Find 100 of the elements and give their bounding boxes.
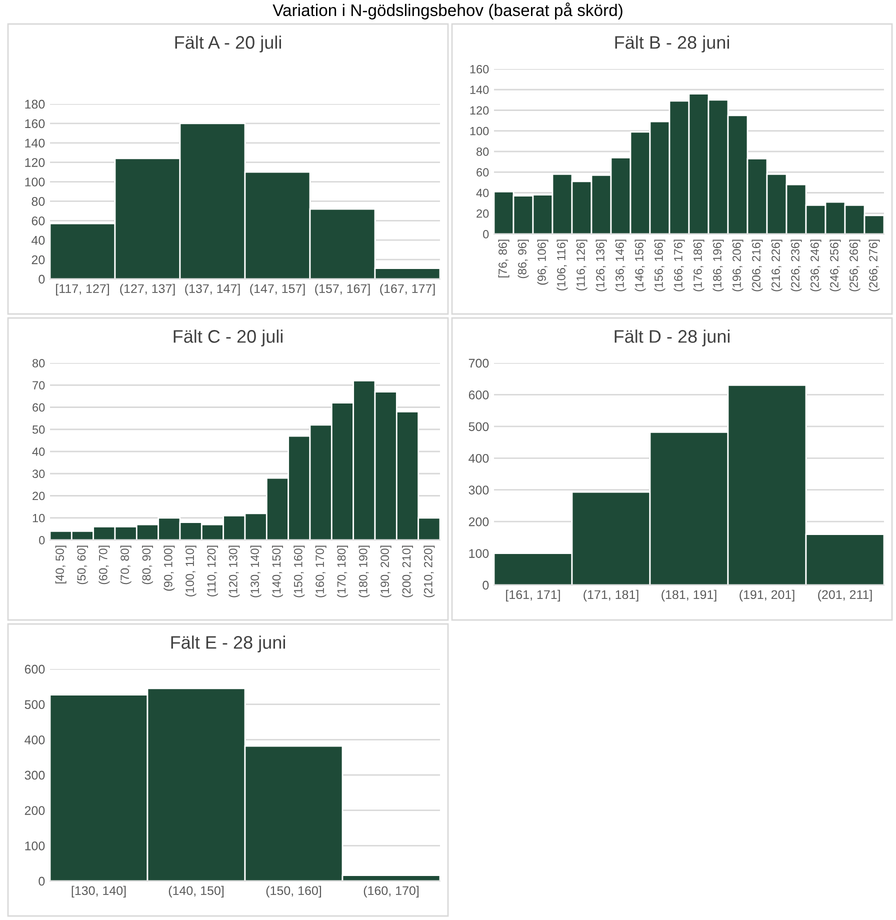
y-tick-label: 600 xyxy=(468,390,489,400)
y-tick-label: 700 xyxy=(468,358,489,368)
x-tick-label: (50, 60] xyxy=(77,546,88,584)
y-tick-label: 140 xyxy=(470,86,489,94)
x-tick-label: (170, 180] xyxy=(336,546,348,598)
x-tick-label: (126, 136] xyxy=(596,240,607,292)
x-tick-label: (90, 100] xyxy=(164,546,175,591)
y-tick-label: 60 xyxy=(32,216,45,226)
x-tick-label: (166, 176] xyxy=(674,240,685,292)
y-tick-label: 40 xyxy=(476,188,489,198)
y-tick-label: 600 xyxy=(24,664,45,674)
y-tick-label: 300 xyxy=(468,486,489,495)
x-tick-label: (150, 160] xyxy=(266,886,322,898)
x-tick-label: (120, 130] xyxy=(228,546,240,598)
y-tick-label: 100 xyxy=(25,178,45,186)
y-tick-label: 20 xyxy=(32,255,45,264)
x-tick-label: (100, 110] xyxy=(185,546,196,596)
y-tick-label: 160 xyxy=(470,65,489,74)
y-tick-label: 10 xyxy=(32,514,45,522)
y-tick-label: 400 xyxy=(468,454,489,463)
chart-title: Fält B - 28 juni xyxy=(615,36,729,52)
x-tick-label: (200, 210] xyxy=(402,546,414,598)
x-tick-label: (136, 146] xyxy=(615,240,626,292)
x-tick-label: (167, 177] xyxy=(380,284,435,296)
x-tick-label: (196, 206] xyxy=(732,240,744,292)
y-tick-label: 50 xyxy=(32,425,45,434)
x-tick-label: (236, 246] xyxy=(810,240,822,292)
x-tick-label: (171, 181] xyxy=(584,590,638,602)
chart-title: Fält C - 20 juli xyxy=(174,330,282,346)
x-tick-label: (140, 150] xyxy=(168,886,224,898)
x-tick-label: (140, 150] xyxy=(272,546,284,598)
chart-title: Fält E - 28 juni xyxy=(171,636,285,652)
y-tick-label: 30 xyxy=(32,470,45,478)
x-tick-label: (190, 200] xyxy=(380,546,392,598)
y-tick-label: 0 xyxy=(38,876,45,886)
x-tick-label: (186, 196] xyxy=(712,240,724,292)
y-tick-label: 400 xyxy=(24,735,45,744)
x-tick-label: (191, 201] xyxy=(740,590,794,602)
y-tick-label: 120 xyxy=(470,106,489,115)
x-tick-label: (116, 126] xyxy=(576,240,588,290)
y-tick-label: 180 xyxy=(25,100,45,109)
x-tick-label: (86, 96] xyxy=(518,240,529,278)
y-tick-label: 140 xyxy=(25,138,45,148)
y-tick-label: 80 xyxy=(476,148,489,156)
x-tick-label: [40, 50] xyxy=(55,546,66,584)
y-tick-label: 120 xyxy=(25,158,45,167)
chart-title: Fält D - 28 juni xyxy=(614,330,730,346)
x-tick-label: (180, 190] xyxy=(358,546,370,598)
x-tick-label: (160, 170] xyxy=(315,546,326,598)
x-tick-label: (160, 170] xyxy=(364,886,419,898)
x-tick-label: (256, 266] xyxy=(849,240,860,292)
text: Variation i N-gödslingsbehov (baserat på skörd) xyxy=(272,2,622,20)
x-tick-label: (157, 167] xyxy=(315,284,370,296)
x-tick-label: (150, 160] xyxy=(294,546,305,598)
x-tick-label: (201, 211] xyxy=(818,590,872,602)
y-tick-label: 100 xyxy=(470,126,489,136)
x-tick-label: (60, 70] xyxy=(98,546,110,584)
x-tick-label: [161, 171] xyxy=(506,590,560,602)
y-tick-label: 20 xyxy=(32,492,45,500)
y-tick-label: 200 xyxy=(468,517,489,526)
x-tick-label: (176, 186] xyxy=(693,240,704,292)
y-tick-label: 80 xyxy=(32,197,45,206)
y-tick-label: 500 xyxy=(24,700,45,709)
y-tick-label: 500 xyxy=(468,422,489,432)
x-tick-label: (181, 191] xyxy=(662,590,716,602)
y-tick-label: 0 xyxy=(38,274,45,284)
x-tick-label: (226, 236] xyxy=(790,240,802,292)
x-tick-label: (70, 80] xyxy=(120,546,132,584)
x-tick-label: (130, 140] xyxy=(250,546,262,598)
y-tick-label: 0 xyxy=(483,230,489,238)
x-tick-label: (110, 120] xyxy=(206,546,218,596)
x-tick-label: (147, 157] xyxy=(250,284,305,296)
y-tick-label: 0 xyxy=(482,580,489,590)
x-tick-label: (106, 116] xyxy=(556,240,568,290)
x-tick-label: (80, 90] xyxy=(142,546,154,584)
y-tick-label: 40 xyxy=(32,236,45,245)
x-tick-label: [117, 127] xyxy=(56,284,109,296)
x-tick-label: (156, 166] xyxy=(654,240,666,292)
x-tick-label: (206, 216] xyxy=(752,240,763,292)
y-tick-label: 200 xyxy=(24,806,45,815)
y-tick-label: 20 xyxy=(476,209,489,218)
y-tick-label: 60 xyxy=(476,168,489,177)
x-tick-label: (216, 226] xyxy=(771,240,782,292)
y-tick-label: 40 xyxy=(32,448,45,456)
x-tick-label: (246, 256] xyxy=(830,240,841,292)
y-tick-label: 160 xyxy=(25,119,45,128)
y-tick-label: 100 xyxy=(25,841,45,850)
y-tick-label: 0 xyxy=(39,536,45,544)
y-tick-label: 300 xyxy=(24,770,45,780)
y-tick-label: 70 xyxy=(32,381,45,390)
x-tick-label: (146, 156] xyxy=(634,240,646,292)
x-tick-label: (127, 137] xyxy=(120,284,175,296)
x-tick-label: (137, 147] xyxy=(185,284,240,296)
x-tick-label: (96, 106] xyxy=(537,240,548,285)
y-tick-label: 80 xyxy=(32,359,45,368)
x-tick-label: [130, 140] xyxy=(72,886,126,898)
y-tick-label: 60 xyxy=(32,403,45,412)
x-tick-label: (266, 276] xyxy=(868,240,880,292)
chart-title: Fält A - 20 juli xyxy=(175,36,281,52)
y-tick-label: 100 xyxy=(469,549,489,558)
